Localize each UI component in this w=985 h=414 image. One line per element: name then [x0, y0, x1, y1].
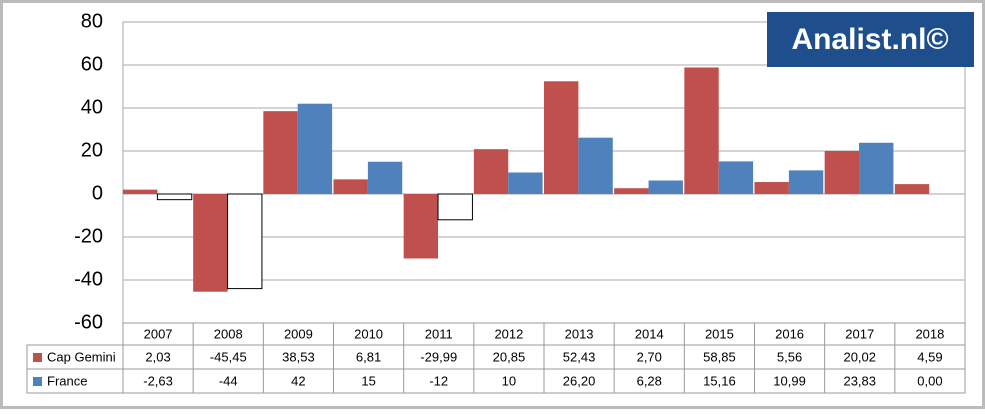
bar [894, 184, 930, 194]
bar [403, 194, 439, 259]
x-tick-label: 2008 [214, 326, 243, 341]
bar [788, 170, 824, 194]
table-value: 23,83 [843, 373, 876, 388]
table-value: 2,70 [637, 349, 662, 364]
table-value: -45,45 [210, 349, 247, 364]
legend-label: France [47, 373, 87, 388]
table-value: 26,20 [563, 373, 596, 388]
x-tick-label: 2016 [775, 326, 804, 341]
bar [754, 182, 789, 194]
legend-label: Cap Gemini [47, 349, 116, 364]
bar [859, 142, 894, 194]
table-value: 42 [291, 373, 305, 388]
table-value: 0,00 [917, 373, 942, 388]
bar [718, 161, 754, 194]
bar [473, 149, 509, 194]
table-value: -29,99 [420, 349, 457, 364]
y-tick-label: -40 [74, 268, 103, 290]
bar [684, 67, 719, 194]
x-tick-label: 2009 [284, 326, 313, 341]
bar [193, 194, 228, 292]
bar [333, 179, 368, 194]
y-tick-label: -20 [74, 225, 103, 247]
y-tick-label: -60 [74, 311, 103, 333]
table-value: 15,16 [703, 373, 736, 388]
table-value: 58,85 [703, 349, 736, 364]
table-value: 10,99 [773, 373, 806, 388]
table-value: 20,02 [843, 349, 876, 364]
x-tick-label: 2018 [915, 326, 944, 341]
table-value: 10 [502, 373, 516, 388]
bar [156, 193, 193, 201]
table-value: 6,81 [356, 349, 381, 364]
x-tick-label: 2014 [635, 326, 664, 341]
bar [544, 81, 579, 194]
table-value: 38,53 [282, 349, 315, 364]
bar [123, 189, 158, 194]
x-tick-label: 2007 [144, 326, 173, 341]
legend-swatch [33, 353, 42, 362]
table-value: 2,03 [145, 349, 170, 364]
x-tick-label: 2012 [494, 326, 523, 341]
bar [297, 103, 333, 194]
bar [614, 188, 649, 194]
bar [508, 172, 543, 194]
table-value: -12 [429, 373, 448, 388]
x-tick-label: 2013 [565, 326, 594, 341]
watermark-box [767, 12, 974, 67]
y-tick-label: 60 [81, 53, 103, 75]
x-tick-label: 2017 [845, 326, 874, 341]
x-tick-label: 2015 [705, 326, 734, 341]
table-value: 5,56 [777, 349, 802, 364]
table-value: 15 [361, 373, 375, 388]
watermark: Analist.nl© [791, 23, 948, 56]
bar [227, 193, 263, 290]
table-value: -44 [219, 373, 238, 388]
y-tick-label: 40 [81, 96, 103, 118]
bar [263, 111, 298, 194]
y-tick-label: 80 [81, 10, 103, 32]
bar [824, 150, 860, 194]
y-tick-label: 20 [81, 139, 103, 161]
y-tick-label: 0 [92, 182, 103, 204]
x-tick-label: 2011 [425, 326, 453, 341]
table-value: 4,59 [917, 349, 942, 364]
legend-swatch [33, 377, 42, 386]
bar [578, 137, 613, 194]
bar [367, 161, 403, 194]
x-tick-label: 2010 [354, 326, 383, 341]
table-value: -2,63 [143, 373, 173, 388]
bar [437, 193, 473, 221]
bar [648, 180, 683, 194]
table-value: 20,85 [493, 349, 526, 364]
table-value: 6,28 [637, 373, 662, 388]
table-value: 52,43 [563, 349, 596, 364]
